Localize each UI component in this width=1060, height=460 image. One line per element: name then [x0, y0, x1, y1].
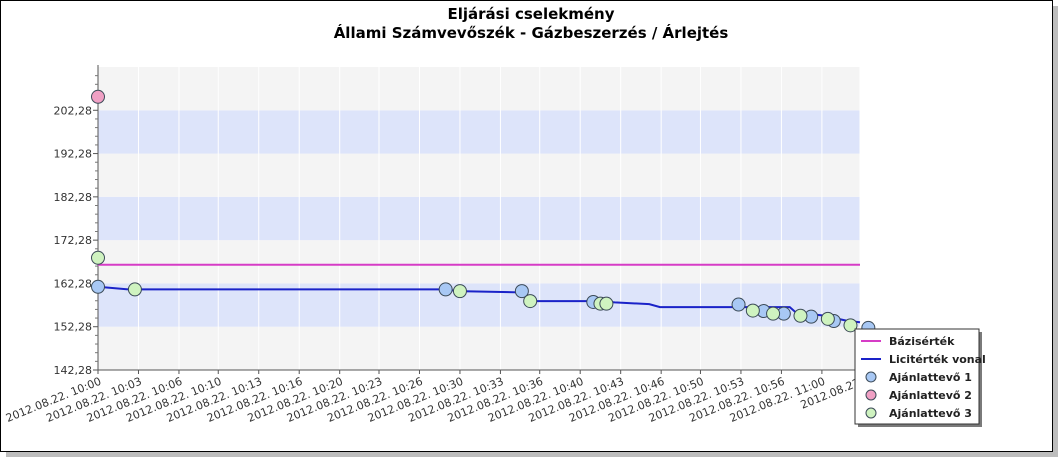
y-tick-label: 162,28	[54, 277, 93, 290]
legend-swatch-marker	[865, 371, 877, 383]
plot-markers	[91, 89, 876, 335]
marker-aj-nlattev-3	[127, 282, 142, 297]
plot-band	[98, 110, 860, 154]
marker-aj-nlattev-3	[820, 311, 835, 326]
plot-grid	[97, 67, 861, 370]
marker-aj-nlattev-3	[452, 284, 467, 299]
marker-aj-nlattev-1	[514, 284, 529, 299]
plot-band	[98, 196, 860, 241]
chart-subtitle: Állami Számvevőszék - Gázbeszerzés / Árl…	[334, 23, 729, 42]
y-tick-label: 152,28	[54, 321, 93, 334]
marker-aj-nlattev-3	[91, 250, 105, 265]
frame-shadow-bottom	[6, 452, 1058, 457]
y-tick-label: 192,28	[54, 148, 93, 161]
legend-label: Bázisérték	[889, 335, 955, 348]
chart-title: Eljárási cselekmény	[447, 5, 614, 23]
marker-aj-nlattev-1	[438, 282, 453, 297]
marker-aj-nlattev-1	[731, 297, 746, 312]
legend-label: Ajánlattevő 2	[889, 389, 972, 402]
legend-label: Ajánlattevő 3	[889, 407, 972, 420]
y-tick-label: 202,28	[54, 104, 93, 117]
y-tick-label: 182,28	[54, 191, 93, 204]
y-tick-label: 172,28	[54, 234, 93, 247]
chart-svg: Eljárási cselekmény Állami Számvevőszék …	[4, 5, 986, 427]
legend: Bázisérték Licitérték vonal Ajánlattevő 1 A…	[854, 328, 986, 427]
plot-bands	[98, 67, 860, 370]
y-tick-label: 142,28	[54, 364, 93, 377]
legend-swatch-marker	[865, 407, 877, 419]
marker-aj-nlattev-1	[91, 279, 105, 294]
marker-aj-nlattev-3	[523, 294, 538, 309]
marker-aj-nlattev-2	[91, 89, 105, 104]
plot-band	[98, 153, 860, 197]
marker-aj-nlattev-3	[843, 318, 858, 333]
y-axis-labels: 142,28 152,28 162,28 172,28 182,28 192,28 202,…	[54, 104, 93, 377]
marker-aj-nlattev-3	[793, 308, 808, 323]
legend-label: Licitérték vonal	[889, 353, 986, 366]
plot-band	[98, 326, 860, 370]
plot-band	[98, 67, 860, 111]
frame-shadow-right	[1053, 6, 1058, 457]
marker-aj-nlattev-3	[766, 306, 781, 321]
marker-aj-nlattev-3	[599, 296, 614, 311]
legend-label: Ajánlattevő 1	[889, 371, 972, 384]
legend-swatch-marker	[865, 389, 877, 401]
marker-aj-nlattev-3	[745, 303, 760, 318]
plot-band	[98, 240, 860, 284]
